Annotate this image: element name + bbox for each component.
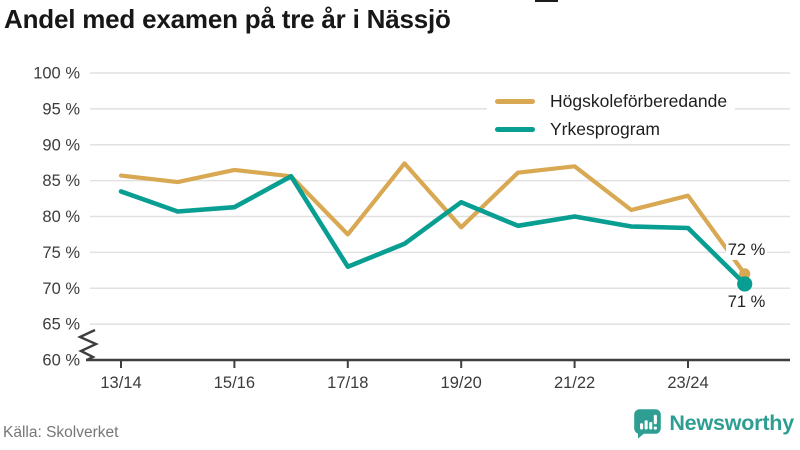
x-tick-label: 17/18 — [327, 374, 368, 392]
y-axis-break-icon — [77, 328, 99, 362]
y-tick-label: 70 % — [42, 280, 80, 298]
legend-item-hogskoleforberedande: Högskoleförberedande — [495, 89, 727, 113]
source-attribution: Källa: Skolverket — [3, 424, 119, 441]
x-tick-label: 23/24 — [667, 374, 708, 392]
y-tick-label: 95 % — [42, 100, 80, 118]
series-line-hogskoleforberedande — [118, 161, 747, 276]
end-value-label-yrkesprogram: 71 % — [725, 292, 768, 312]
x-tick-label: 13/14 — [100, 374, 141, 392]
y-tick-label: 100 % — [33, 65, 80, 83]
newsworthy-logo-icon — [634, 409, 662, 439]
y-tick-label: 80 % — [42, 208, 80, 226]
end-point-dot-hogskoleforberedande — [739, 268, 751, 280]
legend-swatch-yrkesprogram — [495, 126, 535, 132]
legend-label-yrkesprogram: Yrkesprogram — [550, 118, 660, 139]
x-tick-label: 19/20 — [441, 374, 482, 392]
y-tick-label: 75 % — [42, 244, 80, 262]
end-value-label-hogskoleforberedande: 72 % — [725, 240, 768, 260]
legend-item-yrkesprogram: Yrkesprogram — [495, 117, 727, 141]
screenshot-edge-artifact — [535, 0, 558, 2]
legend-swatch-hogskoleforberedande — [495, 98, 535, 104]
newsworthy-branding: Newsworthy — [633, 408, 794, 439]
y-tick-label: 65 % — [42, 316, 80, 334]
y-tick-label: 90 % — [42, 136, 80, 154]
x-tick-label: 15/16 — [214, 374, 255, 392]
x-tick-label: 21/22 — [554, 374, 595, 392]
series-line-yrkesprogram — [118, 174, 748, 287]
y-tick-label: 85 % — [42, 172, 80, 190]
page-title: Andel med examen på tre år i Nässjö — [4, 4, 451, 34]
y-tick-label: 60 % — [42, 352, 80, 370]
legend-label-hogskoleforberedande: Högskoleförberedande — [550, 90, 728, 111]
newsworthy-wordmark: Newsworthy — [669, 411, 794, 435]
chart-legend: Högskoleförberedande Yrkesprogram — [487, 86, 736, 143]
end-point-dot-yrkesprogram — [737, 276, 753, 292]
